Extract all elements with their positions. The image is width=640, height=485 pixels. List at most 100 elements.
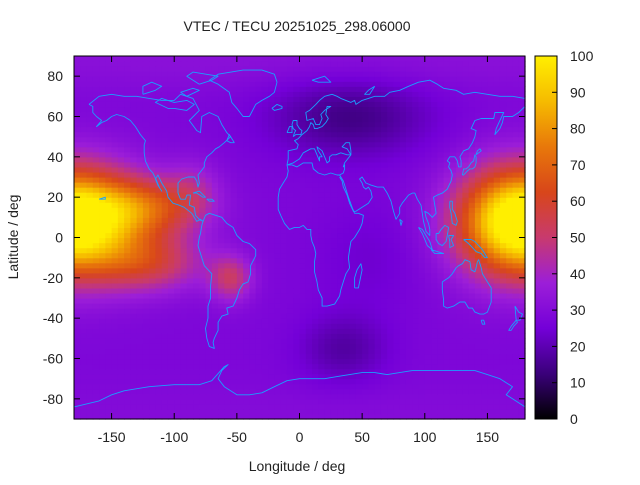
heatmap-cell bbox=[155, 298, 163, 304]
heatmap-cell bbox=[261, 227, 269, 234]
heatmap-cell bbox=[412, 338, 420, 344]
heatmap-cell bbox=[462, 76, 470, 82]
heatmap-cell bbox=[92, 333, 100, 339]
heatmap-cell bbox=[255, 212, 263, 218]
heatmap-cell bbox=[136, 217, 144, 223]
heatmap-cell bbox=[412, 101, 420, 108]
heatmap-cell bbox=[293, 197, 301, 203]
heatmap-cell bbox=[412, 222, 420, 229]
heatmap-cell bbox=[80, 343, 88, 350]
heatmap-cell bbox=[105, 212, 113, 218]
heatmap-cell bbox=[499, 363, 507, 370]
heatmap-cell bbox=[418, 242, 426, 249]
heatmap-cell bbox=[449, 217, 457, 223]
heatmap-cell bbox=[506, 86, 514, 92]
heatmap-cell bbox=[174, 338, 182, 344]
heatmap-cell bbox=[236, 303, 244, 309]
heatmap-cell bbox=[155, 363, 163, 370]
heatmap-cell bbox=[418, 388, 426, 395]
heatmap-cell bbox=[92, 353, 100, 360]
heatmap-cell bbox=[124, 111, 131, 118]
heatmap-cell bbox=[92, 272, 100, 279]
heatmap-cell bbox=[243, 166, 250, 173]
heatmap-cell bbox=[468, 116, 476, 123]
heatmap-cell bbox=[155, 111, 163, 118]
heatmap-cell bbox=[92, 358, 100, 365]
heatmap-cell bbox=[468, 277, 476, 284]
heatmap-cell bbox=[424, 187, 432, 193]
heatmap-cell bbox=[80, 207, 88, 213]
heatmap-cell bbox=[130, 237, 138, 244]
heatmap-cell bbox=[299, 373, 307, 380]
heatmap-cell bbox=[374, 393, 382, 400]
heatmap-cell bbox=[243, 126, 250, 133]
heatmap-cell bbox=[199, 373, 207, 380]
heatmap-cell bbox=[318, 383, 326, 390]
heatmap-cell bbox=[136, 197, 144, 203]
heatmap-cell bbox=[424, 81, 432, 87]
heatmap-cell bbox=[387, 161, 395, 168]
heatmap-cell bbox=[261, 368, 269, 375]
heatmap-cell bbox=[92, 91, 100, 97]
heatmap-cell bbox=[124, 182, 131, 188]
heatmap-cell bbox=[387, 308, 395, 314]
heatmap-cell bbox=[142, 106, 150, 113]
heatmap-cell bbox=[362, 171, 369, 178]
heatmap-cell bbox=[387, 368, 395, 375]
heatmap-cell bbox=[493, 217, 501, 223]
heatmap-cell bbox=[218, 292, 225, 299]
heatmap-cell bbox=[324, 86, 332, 92]
heatmap-cell bbox=[293, 177, 301, 183]
heatmap-cell bbox=[180, 408, 188, 415]
heatmap-cell bbox=[92, 348, 100, 355]
heatmap-cell bbox=[99, 388, 106, 395]
heatmap-cell bbox=[186, 353, 194, 360]
heatmap-cell bbox=[355, 313, 363, 319]
heatmap-cell bbox=[92, 277, 100, 284]
heatmap-cell bbox=[268, 358, 276, 365]
heatmap-cell bbox=[468, 86, 476, 92]
heatmap-cell bbox=[130, 131, 138, 138]
heatmap-cell bbox=[117, 358, 125, 365]
heatmap-cell bbox=[199, 383, 207, 390]
heatmap-cell bbox=[506, 81, 514, 87]
heatmap-cell bbox=[180, 161, 188, 168]
heatmap-cell bbox=[293, 393, 301, 400]
heatmap-cell bbox=[318, 202, 326, 208]
heatmap-cell bbox=[86, 71, 94, 77]
heatmap-cell bbox=[449, 121, 457, 128]
heatmap-cell bbox=[299, 197, 307, 203]
heatmap-cell bbox=[105, 368, 113, 375]
heatmap-cell bbox=[506, 358, 514, 365]
heatmap-cell bbox=[293, 217, 301, 223]
heatmap-cell bbox=[86, 126, 94, 133]
heatmap-cell bbox=[337, 413, 344, 420]
heatmap-cell bbox=[92, 313, 100, 319]
heatmap-cell bbox=[199, 282, 207, 289]
heatmap-cell bbox=[167, 383, 175, 390]
heatmap-cell bbox=[105, 247, 113, 254]
heatmap-cell bbox=[518, 141, 526, 148]
heatmap-cell bbox=[99, 328, 106, 334]
heatmap-cell bbox=[167, 257, 175, 264]
heatmap-cell bbox=[111, 131, 119, 138]
heatmap-cell bbox=[487, 121, 495, 128]
heatmap-cell bbox=[167, 272, 175, 279]
heatmap-cell bbox=[380, 151, 388, 158]
heatmap-cell bbox=[481, 313, 489, 319]
heatmap-cell bbox=[299, 91, 307, 97]
heatmap-cell bbox=[243, 378, 250, 385]
heatmap-cell bbox=[180, 328, 188, 334]
heatmap-cell bbox=[155, 126, 163, 133]
heatmap-cell bbox=[299, 393, 307, 400]
heatmap-cell bbox=[236, 197, 244, 203]
heatmap-cell bbox=[117, 71, 125, 77]
heatmap-cell bbox=[481, 232, 489, 239]
heatmap-cell bbox=[481, 388, 489, 395]
heatmap-cell bbox=[449, 192, 457, 198]
heatmap-cell bbox=[124, 252, 131, 259]
heatmap-cell bbox=[481, 106, 489, 113]
heatmap-cell bbox=[424, 197, 432, 203]
heatmap-cell bbox=[349, 227, 357, 234]
heatmap-cell bbox=[161, 227, 169, 234]
